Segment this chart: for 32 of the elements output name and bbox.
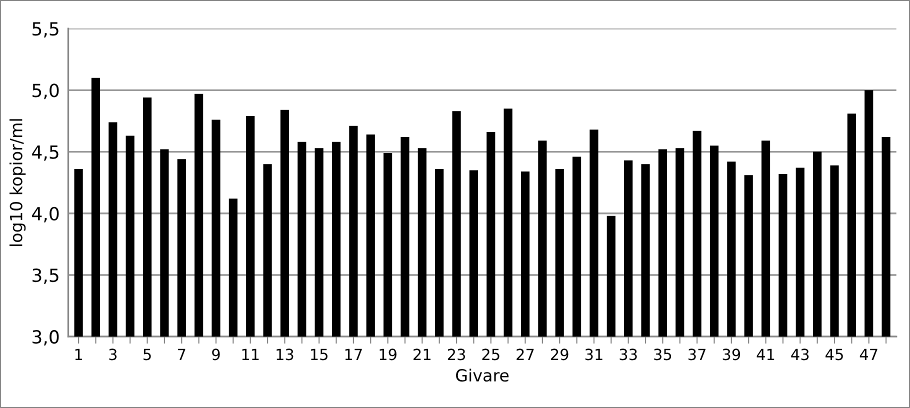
x-tick-label: 31	[585, 348, 602, 360]
x-tick-label: 7	[178, 348, 186, 360]
x-tick-label: 13	[276, 348, 294, 360]
x-tick-label: 23	[448, 348, 466, 360]
x-tick-label: 21	[414, 348, 430, 360]
x-tick-label: 27	[516, 348, 534, 360]
y-axis-title: log10 kopior/ml	[10, 119, 26, 246]
x-axis-title: Givare	[456, 368, 509, 382]
x-tick-label: 43	[791, 348, 809, 360]
y-tick-label: 3,5	[32, 268, 58, 284]
y-tick-label: 4,5	[32, 145, 58, 161]
x-tick-label: 17	[345, 348, 362, 360]
y-tick-label: 3,0	[32, 330, 59, 346]
x-tick-label: 19	[380, 348, 396, 360]
x-tick-label: 47	[860, 348, 878, 360]
x-tick-label: 9	[212, 348, 220, 360]
x-tick-label: 15	[311, 348, 328, 360]
y-tick-label: 4,0	[32, 206, 59, 222]
x-tick-label: 5	[144, 348, 151, 360]
x-tick-label: 39	[722, 348, 740, 360]
x-tick-label: 35	[654, 348, 672, 360]
x-tick-label: 33	[620, 348, 637, 360]
x-tick-label: 29	[551, 348, 568, 360]
x-tick-label: 3	[109, 348, 117, 360]
y-tick-label: 5,5	[32, 22, 58, 38]
x-tick-label: 25	[482, 348, 500, 360]
x-tick-label: 11	[242, 348, 259, 360]
x-tick-label: 45	[826, 348, 843, 360]
x-tick-label: 41	[756, 348, 774, 360]
y-tick-label: 5,0	[32, 84, 59, 100]
x-tick-label: 37	[688, 348, 706, 360]
x-tick-label: 1	[75, 348, 82, 360]
